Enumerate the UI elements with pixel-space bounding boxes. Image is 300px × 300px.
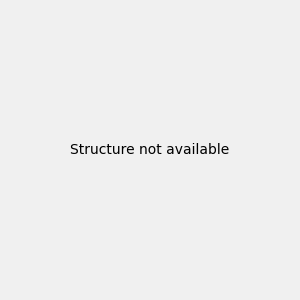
Text: Structure not available: Structure not available <box>70 143 230 157</box>
